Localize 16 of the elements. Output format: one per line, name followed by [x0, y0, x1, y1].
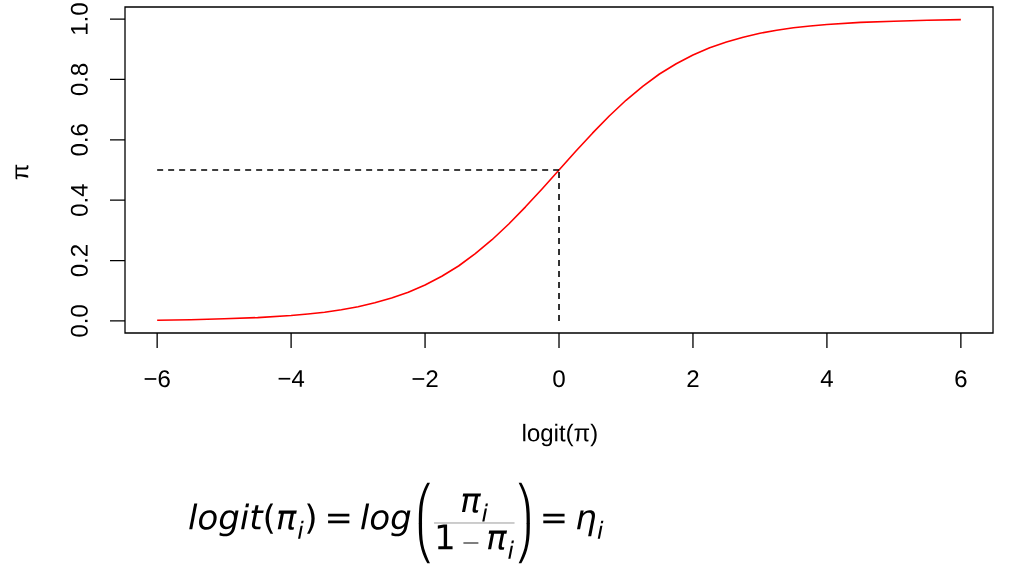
y-tick-label: 0.6 [70, 124, 88, 156]
x-tick-label: −2 [412, 370, 438, 387]
y-tick-label: 0.0 [70, 305, 88, 337]
y-tick-label: 0.8 [70, 63, 88, 96]
x-tick-label: 2 [687, 370, 699, 387]
x-tick-label: 0 [553, 370, 565, 388]
x-axis-title: logit(π) [523, 423, 597, 447]
y-axis-title: π [15, 164, 29, 180]
y-tick-label: 0.2 [70, 245, 88, 277]
x-tick-label: −6 [144, 370, 170, 388]
text: $logit(\pi_i) = log\left(\frac{\pi_i}{1 - \pi_i}\right) = \eta_i$ [189, 482, 604, 564]
x-tick-label: 6 [955, 370, 967, 388]
x-tick-label: −4 [278, 370, 305, 387]
y-tick-label: 0.4 [70, 184, 88, 216]
x-tick-label: 4 [820, 370, 833, 387]
y-tick-label: 1.0 [70, 3, 88, 34]
